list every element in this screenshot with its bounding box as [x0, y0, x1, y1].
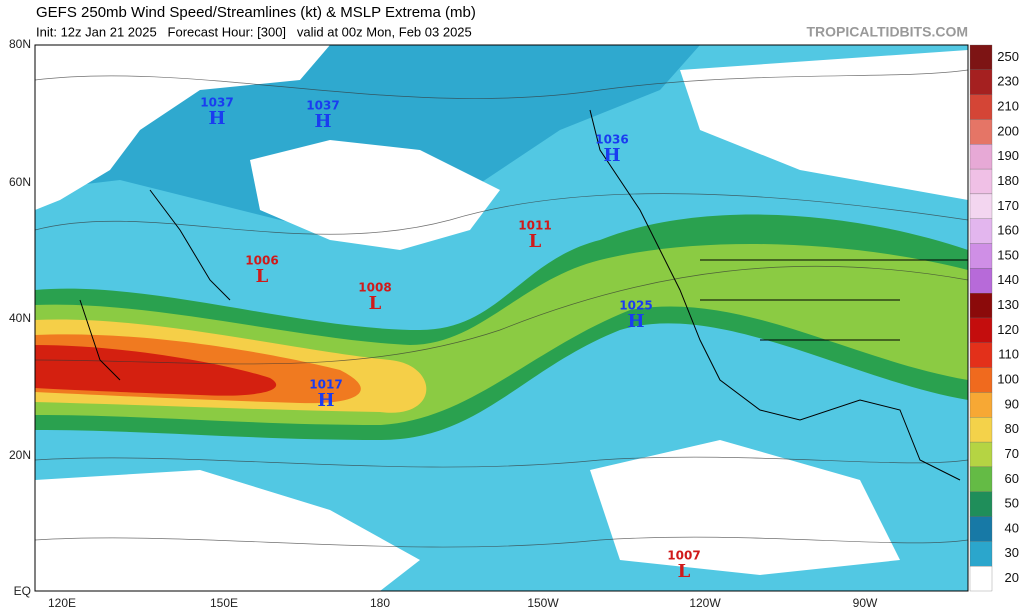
colorbar-label: 70: [1005, 446, 1019, 461]
colorbar-label: 40: [1005, 520, 1019, 535]
pressure-value: 1017: [309, 378, 342, 392]
colorbar-swatch: [969, 44, 993, 70]
pressure-center: H: [317, 390, 334, 411]
pressure-center: H: [314, 111, 331, 132]
colorbar-label: 120: [997, 322, 1019, 337]
lon-label: 180: [370, 596, 390, 610]
lon-label: 120W: [689, 596, 721, 610]
pressure-center: H: [627, 311, 644, 332]
map-frame: [34, 44, 969, 592]
pressure-center: L: [678, 561, 691, 582]
colorbar-swatch: [969, 516, 993, 542]
pressure-center: H: [603, 145, 620, 166]
colorbar-swatch: [969, 168, 993, 195]
colorbar-swatch: [969, 268, 993, 294]
pressure-value: 1037: [306, 99, 339, 113]
colorbar-label: 80: [1005, 421, 1019, 436]
colorbar-label: 60: [1005, 471, 1019, 486]
lat-label: 40N: [9, 311, 31, 325]
colorbar-swatch: [969, 317, 993, 343]
colorbar-swatch: [969, 94, 993, 120]
colorbar-swatch: [969, 392, 993, 418]
pressure-value: 1025: [619, 299, 652, 313]
pressure-center: H: [208, 108, 225, 129]
lon-label: 150E: [210, 596, 238, 610]
colorbar-label: 140: [997, 272, 1019, 287]
colorbar-swatch: [969, 541, 993, 567]
colorbar-label: 130: [997, 297, 1019, 312]
pressure-value: 1037: [200, 96, 233, 110]
colorbar-swatch: [969, 293, 993, 319]
lon-label: 150W: [527, 596, 559, 610]
pressure-center: L: [256, 266, 269, 287]
pressure-value: 1036: [595, 133, 628, 147]
colorbar-label: 180: [997, 173, 1019, 188]
colorbar-label: 90: [1005, 396, 1019, 411]
lat-label: 20N: [9, 448, 31, 462]
colorbar-label: 100: [997, 371, 1019, 386]
pressure-center: L: [369, 293, 382, 314]
colorbar-swatch: [969, 466, 993, 492]
colorbar-label: 20: [1005, 570, 1019, 585]
colorbar-swatch: [969, 417, 993, 443]
colorbar-swatch: [969, 367, 993, 393]
lon-label: 90W: [853, 596, 878, 610]
colorbar-swatch: [969, 144, 993, 170]
lat-label: 60N: [9, 175, 31, 189]
colorbar-swatch: [969, 119, 993, 145]
title: GEFS 250mb Wind Speed/Streamlines (kt) &…: [36, 4, 476, 21]
colorbar-swatch: [969, 342, 993, 368]
lat-label: 80N: [9, 37, 31, 51]
colorbar-label: 200: [997, 123, 1019, 138]
colorbar-label: 250: [997, 49, 1019, 64]
colorbar-swatch: [969, 69, 993, 95]
lat-label: EQ: [14, 584, 31, 598]
colorbar-swatch: [969, 243, 993, 269]
colorbar-label: 50: [1005, 496, 1019, 511]
colorbar-swatch: [969, 218, 993, 244]
colorbar-label: 30: [1005, 545, 1019, 560]
colorbar-swatch: [969, 441, 993, 468]
colorbar-swatch: [969, 566, 993, 592]
colorbar-label: 110: [998, 347, 1019, 362]
pressure-value: 1006: [245, 254, 278, 268]
colorbar-label: 210: [997, 98, 1019, 113]
map: [35, 45, 968, 591]
lon-label: 120E: [48, 596, 76, 610]
colorbar-label: 170: [997, 198, 1019, 213]
watermark: TROPICALTIDBITS.COM: [806, 24, 968, 40]
colorbar-label: 190: [997, 148, 1019, 163]
colorbar-swatch: [969, 193, 993, 219]
pressure-value: 1011: [518, 219, 551, 233]
pressure-center: L: [529, 231, 542, 252]
colorbar-label: 160: [997, 223, 1019, 238]
colorbar-label: 150: [997, 247, 1019, 262]
colorbar-swatch: [969, 491, 993, 517]
colorbar-label: 230: [997, 74, 1019, 89]
pressure-value: 1007: [667, 549, 700, 563]
subtitle: Init: 12z Jan 21 2025 Forecast Hour: [30…: [36, 24, 472, 39]
pressure-value: 1008: [358, 281, 391, 295]
